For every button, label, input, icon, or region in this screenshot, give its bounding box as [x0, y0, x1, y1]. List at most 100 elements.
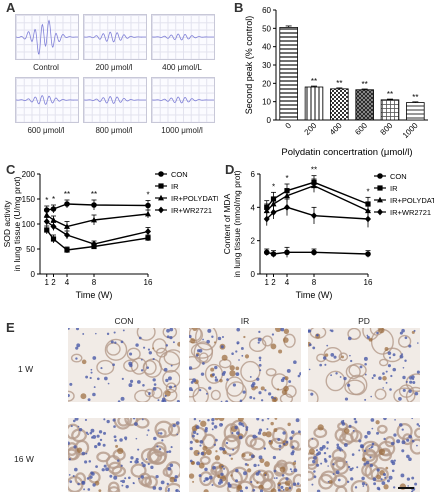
alveolus [292, 473, 301, 488]
nucleus [258, 391, 262, 395]
nucleus [75, 346, 79, 350]
nucleus [324, 363, 327, 366]
nucleus [69, 382, 73, 386]
nucleus [366, 334, 369, 337]
panel-label-e: E [6, 320, 15, 335]
nucleus [389, 388, 392, 391]
nucleus [128, 383, 133, 388]
bar [304, 86, 324, 121]
nucleus [400, 473, 405, 478]
trace-label: 800 μmol/l [95, 126, 133, 135]
nucleus [148, 393, 150, 396]
nucleus [293, 360, 297, 365]
nucleus [311, 483, 314, 486]
nucleus [158, 448, 162, 451]
nucleus [189, 459, 193, 463]
data-point [377, 208, 383, 216]
nucleus [90, 371, 93, 374]
alveolus [198, 352, 209, 363]
stained-cell [152, 347, 155, 350]
nucleus [120, 340, 124, 344]
stained-cell [190, 338, 196, 344]
stained-cell [192, 328, 198, 331]
nucleus [388, 475, 393, 480]
nucleus [88, 460, 92, 463]
nucleus [285, 440, 289, 444]
nucleus [270, 395, 274, 399]
stained-cell [193, 449, 200, 457]
nucleus [417, 342, 419, 344]
nucleus [107, 382, 110, 385]
alveolus [370, 466, 389, 483]
nucleus [156, 445, 159, 448]
nucleus [327, 465, 329, 467]
trace-waveform [152, 33, 214, 41]
nucleus [250, 454, 255, 459]
nucleus [408, 344, 412, 348]
alveolus [70, 353, 83, 363]
nucleus [166, 328, 170, 333]
nucleus [364, 435, 368, 439]
nucleus [68, 328, 70, 330]
nucleus [266, 428, 269, 431]
trace-path [152, 33, 214, 41]
alveolus [378, 449, 393, 462]
nucleus [94, 444, 98, 449]
data-point [50, 223, 57, 230]
nucleus [81, 451, 86, 456]
stained-cell [221, 354, 228, 361]
alveolus [338, 352, 349, 362]
nucleus [121, 377, 124, 380]
x-tick-label: 4 [285, 278, 290, 287]
nucleus [220, 472, 224, 476]
data-point [64, 247, 70, 253]
nucleus [352, 429, 355, 432]
nucleus [235, 468, 239, 473]
nucleus [196, 432, 199, 436]
alveolus [192, 387, 209, 402]
data-point [263, 249, 270, 256]
alveolus [74, 472, 87, 486]
nucleus [202, 362, 205, 365]
nucleus [371, 427, 374, 430]
nucleus [167, 489, 170, 492]
nucleus [112, 418, 116, 422]
nucleus [72, 474, 75, 478]
stained-cell [237, 418, 244, 422]
nucleus [411, 439, 415, 443]
nucleus [330, 374, 333, 377]
stained-cell [270, 421, 274, 426]
nucleus [90, 368, 93, 371]
data-point [284, 249, 290, 256]
nucleus [227, 483, 232, 488]
nucleus [401, 428, 404, 431]
nucleus [130, 456, 134, 460]
nucleus [104, 376, 108, 381]
stained-cell [215, 450, 218, 453]
y-tick-label: 150 [22, 195, 36, 204]
nucleus [89, 376, 92, 380]
nucleus [238, 435, 243, 440]
nucleus [106, 332, 110, 336]
data-point [263, 215, 270, 223]
nucleus [354, 420, 358, 424]
nucleus [173, 385, 177, 388]
nucleus [372, 477, 377, 482]
stained-cell [189, 473, 195, 479]
x-tick-label: 0 [284, 121, 294, 131]
nucleus [161, 399, 164, 402]
row-label: 16 W [14, 454, 34, 464]
nucleus [113, 475, 118, 480]
series-line [46, 213, 149, 228]
column-label: IR [240, 316, 250, 326]
nucleus [153, 436, 157, 441]
data-point [50, 236, 57, 242]
nucleus [398, 397, 402, 401]
bar [330, 88, 349, 121]
nucleus [235, 479, 239, 483]
stained-cell [264, 461, 270, 467]
alveolus [221, 435, 240, 456]
nucleus [259, 369, 262, 372]
nucleus [280, 378, 285, 383]
trace-waveform [84, 96, 146, 104]
